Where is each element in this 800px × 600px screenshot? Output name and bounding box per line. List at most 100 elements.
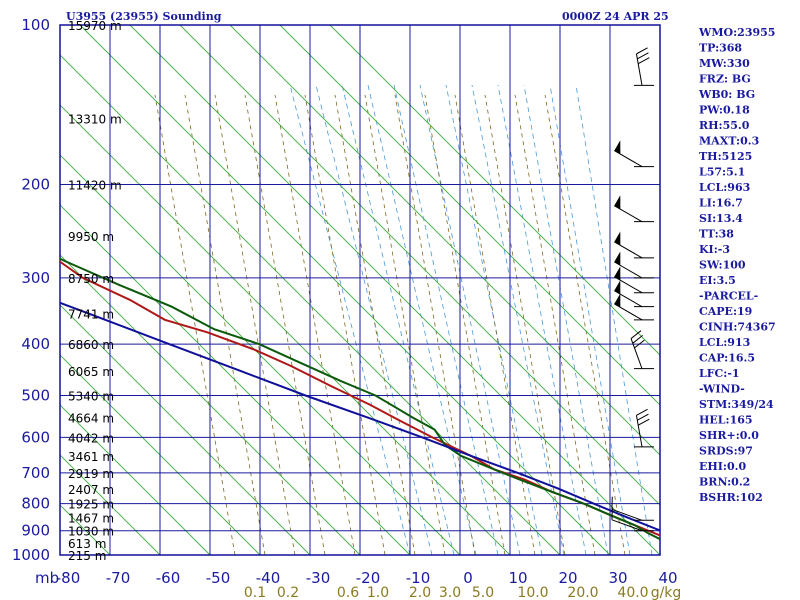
height-label: 15970 m (68, 19, 122, 33)
stat-line: EHI:0.0 (699, 460, 746, 473)
isotherm-line (60, 54, 561, 555)
mixing-unit-label: g/kg (651, 585, 682, 600)
pressure-tick-label: 300 (21, 269, 50, 287)
stat-line: TT:38 (699, 228, 734, 241)
isotherm-line (329, 25, 660, 356)
sounding-time: 0000Z 24 APR 25 (562, 10, 669, 23)
barb-pennant (614, 140, 621, 155)
dry-adiabat-line (394, 94, 476, 555)
sounding-point (411, 416, 414, 419)
wind-barbs (611, 47, 654, 532)
moist-adiabat-line (523, 84, 609, 555)
sounding-point (66, 261, 68, 263)
moist-adiabat-line (497, 84, 587, 555)
pressure-tick-label: 700 (21, 464, 50, 482)
sounding-point (11, 226, 13, 228)
barb-staff (630, 338, 643, 369)
stat-line: LCL:913 (699, 336, 750, 349)
height-label: 215 m (68, 549, 106, 563)
temperature-tick-label: 0 (463, 569, 473, 587)
mixing-ratio-label: 40.0 (617, 585, 648, 600)
temperature-tick-label: -80 (56, 569, 81, 587)
sounding-point (366, 416, 369, 419)
dry-adiabat-line (544, 94, 626, 555)
height-label: 8750 m (68, 272, 114, 286)
pressure-tick-label: 400 (21, 335, 50, 353)
stat-line: SW:100 (699, 259, 746, 272)
moist-adiabat-line (419, 84, 521, 555)
stat-line: KI:-3 (699, 243, 730, 256)
barb-pennant (614, 280, 621, 295)
sounding-point (647, 532, 650, 535)
height-label: 2407 m (68, 483, 114, 497)
barb-staff (614, 205, 643, 223)
sounding-point (682, 542, 684, 544)
sounding-point (523, 478, 526, 481)
sounding-point (119, 284, 122, 287)
temperature-tick-label: -10 (406, 569, 431, 587)
stat-line: LCL:963 (699, 181, 750, 194)
stat-line: HEL:165 (699, 414, 753, 427)
isotherm-line (60, 104, 511, 555)
sounding-point (290, 365, 292, 367)
sounding-point (687, 552, 689, 554)
background-grid (59, 24, 661, 556)
dry-adiabat-line (334, 94, 416, 555)
barb-flag (636, 408, 648, 416)
sounding-point (470, 455, 472, 457)
stat-line: -WIND- (699, 383, 745, 396)
sounding-point (433, 428, 436, 431)
temperature-tick-label: 20 (558, 569, 577, 587)
sounding-point (258, 343, 260, 345)
dry-adiabat-line (424, 94, 506, 555)
temperature-tick-label: 30 (608, 569, 627, 587)
stat-line: CINH:74367 (699, 321, 776, 334)
isotherm-line (60, 204, 411, 555)
sounding-point (213, 328, 216, 331)
stat-line: -PARCEL- (699, 290, 758, 303)
height-label: 2919 m (68, 467, 114, 481)
barb-pennant (614, 266, 621, 281)
stat-line: TH:5125 (699, 150, 752, 163)
moist-adiabat-line (341, 84, 455, 555)
wind-barb (630, 330, 654, 370)
height-label: 9950 m (68, 230, 114, 244)
station-title: U3955 (23955) Sounding (66, 10, 222, 23)
mixing-ratio-label: 0.6 (337, 585, 359, 600)
stat-line: BRN:0.2 (699, 476, 750, 489)
wind-barb (611, 507, 654, 532)
height-label: 13310 m (68, 112, 122, 126)
height-label: 4042 m (68, 431, 114, 445)
mixing-ratio-label: 1.0 (367, 585, 389, 600)
height-label: 1030 m (68, 525, 114, 539)
sounding-point (695, 550, 697, 552)
sounding-point (206, 331, 209, 334)
sounding-point (680, 545, 682, 547)
wind-barb (611, 496, 654, 521)
sounding-point (330, 385, 332, 387)
sounding-point (421, 436, 424, 439)
dry-adiabat-line (364, 94, 446, 555)
height-label: 1925 m (68, 498, 114, 512)
moist-adiabat-line (471, 84, 565, 555)
sounding-point (253, 348, 256, 351)
stat-line: PW:0.18 (699, 104, 750, 117)
stat-line: BSHR:102 (699, 491, 763, 504)
moist-adiabat-line (315, 84, 433, 555)
stat-line: TP:368 (699, 42, 742, 55)
barb-pennant (614, 293, 621, 308)
moist-adiabat-line (289, 84, 411, 555)
sounding-point (493, 468, 496, 471)
sounding-point (304, 394, 307, 397)
pressure-tick-label: 1000 (12, 546, 50, 564)
barb-staff (611, 508, 643, 521)
temperature-tick-label: -40 (256, 569, 281, 587)
stat-line: CAP:16.5 (699, 352, 755, 365)
pressure-tick-label: 500 (21, 386, 50, 404)
barb-flag (636, 47, 648, 55)
isotherm-line (179, 25, 660, 506)
barb-pennant (614, 251, 621, 266)
height-label: 6065 m (68, 365, 114, 379)
sounding-point (294, 359, 297, 362)
